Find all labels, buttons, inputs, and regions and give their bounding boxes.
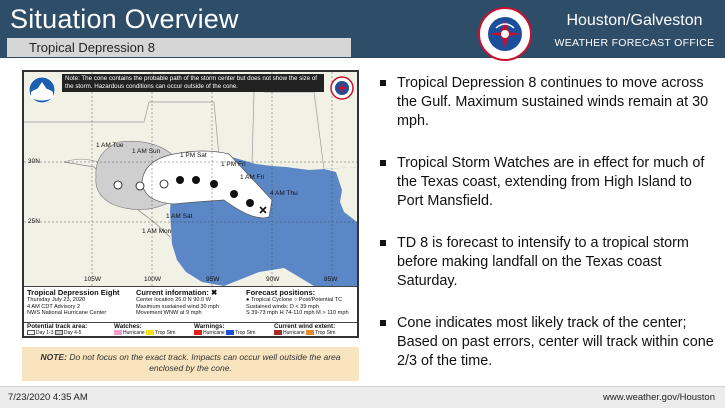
info-strip: Tropical Depression Eight Thursday July … [24, 286, 357, 322]
office-name: Houston/Galveston [566, 12, 703, 29]
current-position-icon [259, 206, 267, 214]
forecast-legend-1: ● Tropical Cyclone ○ Post/Potential TC [246, 297, 343, 303]
office-subtitle: WEATHER FORECAST OFFICE [554, 37, 715, 49]
legend-ts-watch: Trop Stm [155, 330, 176, 336]
bullet-marker-icon [380, 80, 386, 86]
nws-logo-icon [478, 7, 532, 61]
track-label: 1 AM Sun [132, 148, 161, 155]
header-bar: Situation Overview Tropical Depression 8… [0, 0, 725, 61]
bullet-text: Tropical Depression 8 continues to move … [397, 75, 709, 129]
track-label: 1 AM Fri [240, 174, 265, 181]
bullet-text: TD 8 is forecast to intensify to a tropi… [397, 235, 689, 289]
footer-url[interactable]: www.weather.gov/Houston [603, 392, 715, 403]
track-point [230, 190, 238, 198]
legend-hurricane-wind: Hurricane [283, 330, 305, 336]
footer-timestamp: 7/23/2020 4:35 AM [8, 392, 88, 403]
track-label: 1 PM Fri [221, 161, 246, 168]
lon-label: 90W [266, 276, 280, 283]
page-title: Situation Overview [10, 4, 239, 34]
track-point [192, 176, 200, 184]
legend-wind-title: Current wind extent: [274, 323, 336, 330]
bullet-item: Tropical Storm Watches are in effect for… [378, 154, 718, 211]
bullet-marker-icon [380, 240, 386, 246]
track-label: 1 AM Sat [166, 213, 193, 220]
note-text: Do not focus on the exact track. Impacts… [69, 352, 341, 373]
bullet-marker-icon [380, 160, 386, 166]
track-label: 4 AM Thu [270, 190, 298, 197]
track-point [176, 176, 184, 184]
bullet-item: Cone indicates most likely track of the … [378, 314, 718, 371]
bullet-text: Cone indicates most likely track of the … [397, 315, 714, 369]
legend-day13: Day 1-3 [36, 330, 54, 336]
track-point [210, 180, 218, 188]
forecast-legend-3: S 39-73 mph H 74-110 mph M > 110 mph [246, 310, 349, 317]
current-info-title: Current information: ✖ [136, 288, 218, 297]
track-point [246, 199, 254, 207]
track-label: 1 PM Sat [180, 152, 207, 159]
current-wind: Maximum sustained wind 30 mph [136, 303, 220, 310]
forecast-graphic: 1 AM Tue 1 AM Sun 1 PM Sat 1 PM Fri 1 AM… [22, 70, 359, 338]
track-point [159, 179, 169, 189]
lon-label: 95W [206, 276, 220, 283]
track-point [135, 181, 145, 191]
subtitle-bar: Tropical Depression 8 [7, 38, 351, 57]
legend-watches-title: Watches: [114, 323, 142, 330]
current-location: Center location 26.0 N 90.0 W [136, 297, 211, 303]
noaa-logo-icon [28, 76, 56, 104]
track-point [113, 180, 123, 190]
lat-label: 25N [28, 218, 40, 225]
advisory-number: 4 AM CDT Advisory 2 [27, 303, 81, 310]
lon-label: 100W [144, 276, 161, 283]
track-label: 1 AM Mon [142, 228, 172, 235]
lon-label: 85W [324, 276, 338, 283]
note-label: NOTE: [40, 352, 67, 362]
legend-ts-wind: Trop Stm [315, 330, 336, 336]
issuing-center: NWS National Hurricane Center [27, 310, 107, 317]
lat-label: 30N [28, 158, 40, 165]
bullet-marker-icon [380, 320, 386, 326]
forecast-map [24, 72, 357, 286]
bullet-item: Tropical Depression 8 continues to move … [378, 74, 718, 131]
storm-name: Tropical Depression 8 [29, 40, 155, 55]
legend-hurricane-warning: Hurricane [203, 330, 225, 336]
note-box: NOTE: Do not focus on the exact track. I… [22, 347, 359, 381]
legend-track-title: Potential track area: [27, 323, 88, 330]
legend-day45: Day 4-5 [63, 330, 82, 336]
track-label: 1 AM Tue [96, 142, 124, 149]
advisory-date: Thursday July 23, 2020 [27, 297, 86, 303]
lon-label: 105W [84, 276, 101, 283]
forecast-legend-2: Sustained winds: D < 39 mph [246, 303, 319, 310]
footer-bar: 7/23/2020 4:35 AM www.weather.gov/Housto… [0, 386, 725, 408]
legend-ts-warning: Trop Stm [235, 330, 256, 336]
legend-warnings-title: Warnings: [194, 323, 225, 330]
current-movement: Movement WNW at 9 mph [136, 310, 202, 317]
nws-small-logo-icon [330, 76, 354, 100]
map-disclaimer: Note: The cone contains the probable pat… [62, 74, 324, 92]
storm-title: Tropical Depression Eight [27, 288, 120, 297]
forecast-title: Forecast positions: [246, 288, 316, 297]
bullet-text: Tropical Storm Watches are in effect for… [397, 155, 705, 209]
map-legend: Potential track area: Day 1-3 Day 4-5 Wa… [24, 322, 357, 336]
legend-hurricane-watch: Hurricane [123, 330, 145, 336]
bullet-item: TD 8 is forecast to intensify to a tropi… [378, 234, 718, 291]
